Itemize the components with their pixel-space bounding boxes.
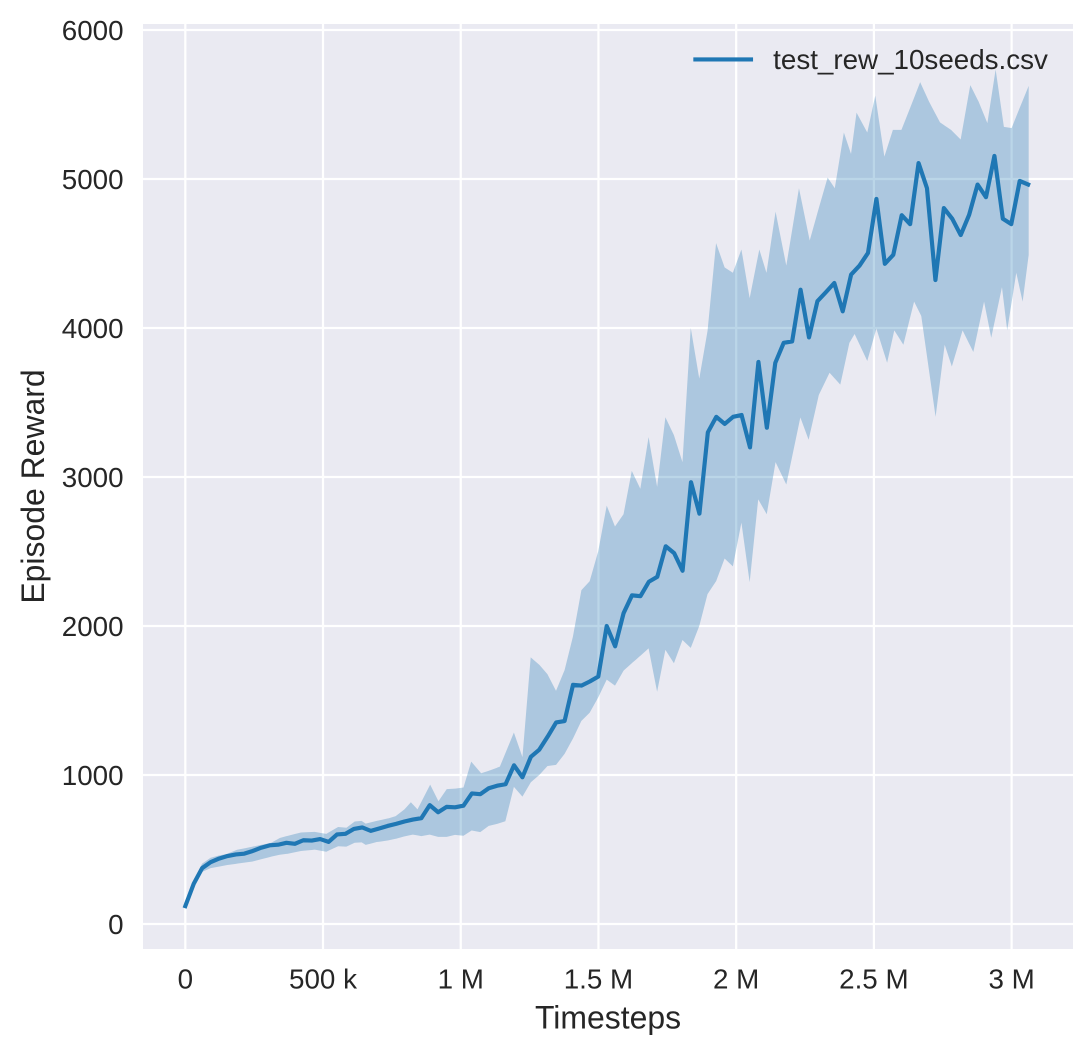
- svg-text:0: 0: [178, 964, 193, 995]
- svg-text:1 M: 1 M: [438, 964, 484, 995]
- svg-text:1000: 1000: [62, 760, 124, 791]
- svg-text:6000: 6000: [62, 15, 124, 46]
- svg-text:500 k: 500 k: [289, 964, 357, 995]
- svg-text:4000: 4000: [62, 313, 124, 344]
- svg-text:test_rew_10seeds.csv: test_rew_10seeds.csv: [773, 44, 1048, 75]
- svg-text:2000: 2000: [62, 611, 124, 642]
- svg-text:0: 0: [108, 909, 123, 940]
- svg-text:3000: 3000: [62, 462, 124, 493]
- svg-text:3 M: 3 M: [988, 964, 1034, 995]
- svg-text:Episode Reward: Episode Reward: [15, 369, 51, 603]
- svg-text:1.5 M: 1.5 M: [564, 964, 633, 995]
- svg-text:2 M: 2 M: [713, 964, 759, 995]
- svg-text:Timesteps: Timesteps: [535, 1000, 681, 1036]
- svg-text:2.5 M: 2.5 M: [839, 964, 908, 995]
- svg-text:5000: 5000: [62, 164, 124, 195]
